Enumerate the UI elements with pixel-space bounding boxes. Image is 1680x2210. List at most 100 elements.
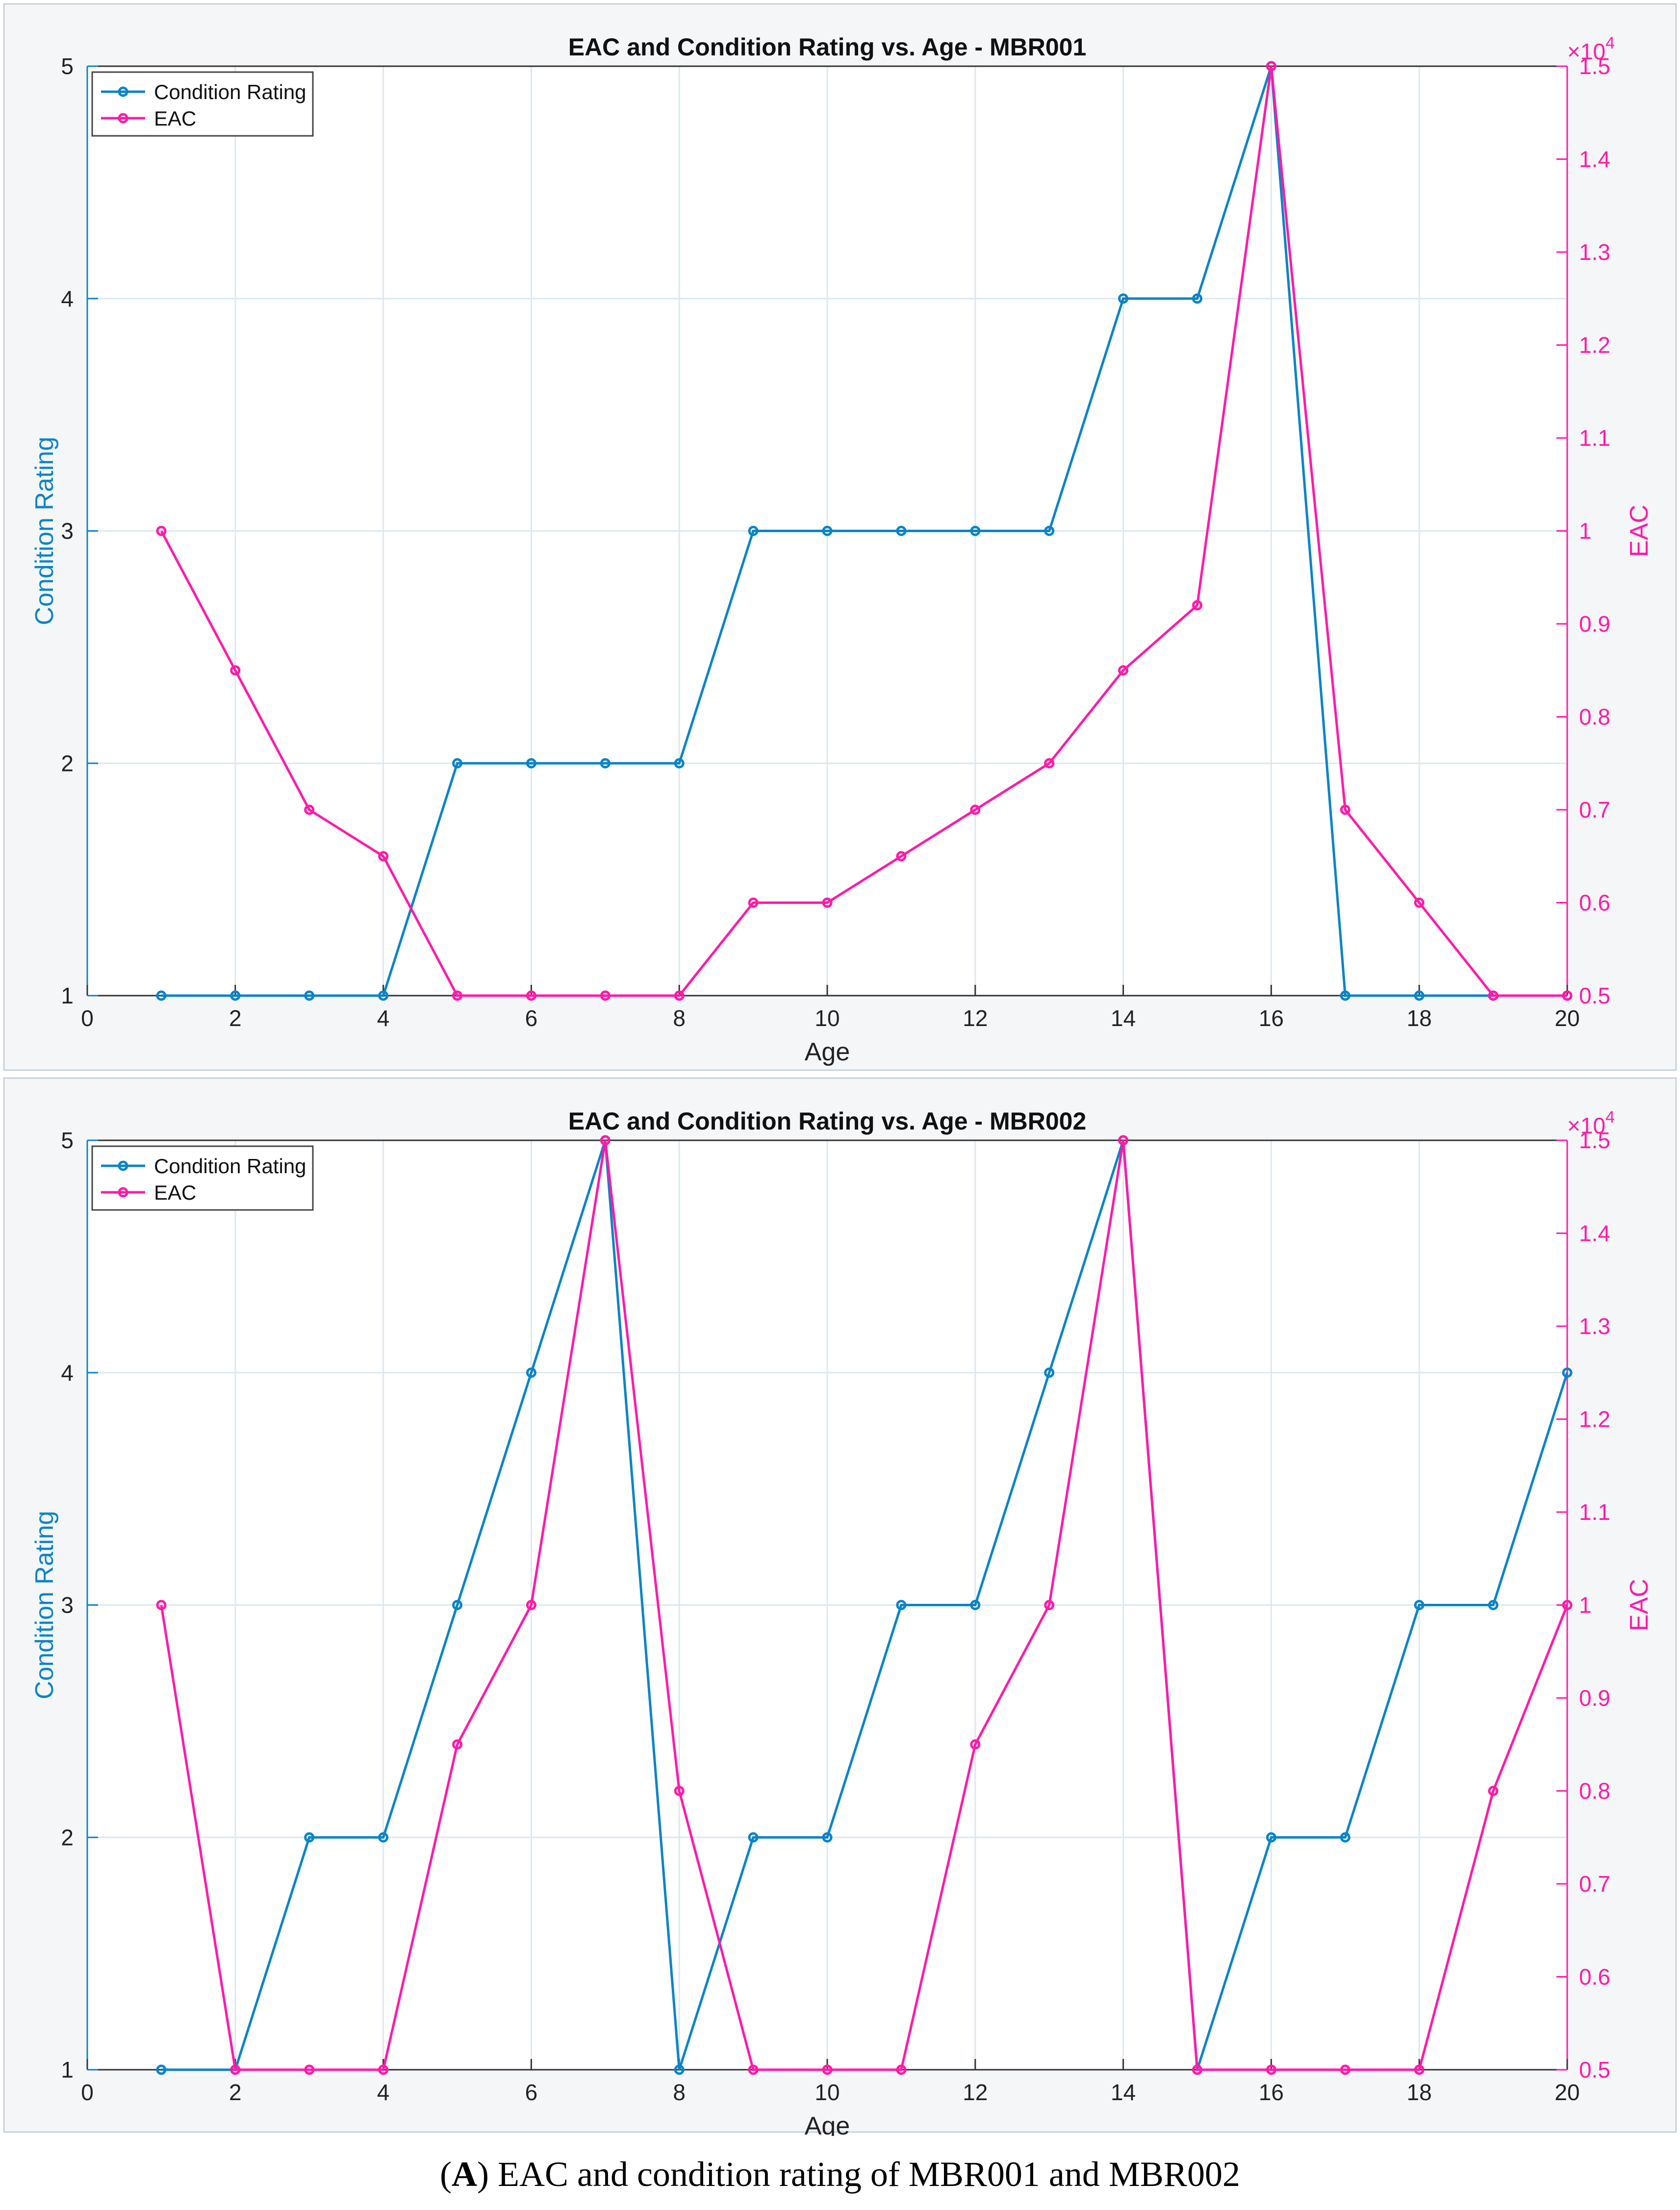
c0-y2-tick-label-1.4: 1.4 (1579, 147, 1610, 172)
c1-point-eac-14 (1118, 1135, 1129, 1146)
c1-x-tick-label-20: 20 (1554, 2080, 1579, 2105)
c1-y2-axis-label: EAC (1625, 1579, 1654, 1631)
c0-legend: Condition Rating EAC (91, 71, 314, 137)
c0-y-tick-label-4: 4 (61, 286, 74, 311)
c0-point-eac-17 (1340, 804, 1350, 815)
c0-y2-tick-label-1: 1 (1579, 518, 1592, 544)
chart-mbr001: 0 2 4 6 8 10 12 14 16 18 20 1 2 3 4 5 0.5 0.6 0.7 0.8 0.9 1 1.… (0, 0, 1680, 1074)
c1-point-condition-rating-3 (304, 1832, 315, 1843)
c1-point-eac-5 (452, 1739, 462, 1750)
c0-point-condition-rating-13 (1044, 526, 1055, 536)
c0-x-tick-label-4: 4 (377, 1005, 390, 1031)
c0-y-axis-label: Condition Rating (30, 437, 59, 625)
c1-y2-tick-label-0.8: 0.8 (1579, 1778, 1610, 1804)
c0-point-eac-18 (1414, 898, 1425, 908)
c0-point-condition-rating-1 (156, 990, 167, 1001)
c1-point-condition-rating-18 (1414, 1600, 1425, 1610)
c1-point-condition-rating-8 (674, 2064, 685, 2075)
c1-series-line-eac (160, 1140, 1569, 2071)
caption-letter: A (452, 2155, 478, 2194)
c0-point-eac-1 (156, 526, 167, 536)
c0-legend-label-condition-rating: Condition Rating (154, 80, 306, 103)
c0-y2-tick-label-0.6: 0.6 (1579, 890, 1610, 916)
c0-point-condition-rating-18 (1414, 990, 1425, 1001)
c0-point-eac-9 (748, 898, 759, 908)
c1-y2-tick-label-0.5: 0.5 (1579, 2057, 1610, 2082)
c1-x-tick-label-16: 16 (1259, 2080, 1284, 2105)
c0-chart-title: EAC and Condition Rating vs. Age - MBR00… (568, 33, 1087, 61)
c1-y2-exponent-power: 4 (1605, 1108, 1615, 1127)
c1-point-eac-7 (600, 1135, 611, 1146)
c1-y2-tick-label-1.4: 1.4 (1579, 1221, 1610, 1246)
c1-point-condition-rating-10 (822, 1832, 833, 1843)
c0-point-eac-13 (1044, 758, 1055, 769)
c1-series-line-condition-rating (161, 1140, 1569, 2071)
c1-legend-box (91, 1145, 314, 1211)
c0-point-eac-7 (600, 990, 611, 1001)
c0-point-eac-6 (526, 990, 536, 1001)
figure-caption: (A) EAC and condition rating of MBR001 a… (0, 2138, 1680, 2210)
c1-point-eac-13 (1044, 1600, 1055, 1610)
c0-y2-tick-label-1.2: 1.2 (1579, 333, 1610, 358)
chart-mbr001-svg: 0 2 4 6 8 10 12 14 16 18 20123450.50.60.70.80.911.… (3, 3, 1677, 1071)
c0-point-condition-rating-5 (452, 758, 462, 769)
c1-point-condition-rating-4 (378, 1832, 389, 1843)
c1-y2-tick-label-1.3: 1.3 (1579, 1313, 1610, 1339)
c0-y2-tick-label-1.1: 1.1 (1579, 425, 1610, 451)
c0-x-tick-label-8: 8 (673, 1005, 686, 1031)
c0-point-condition-rating-7 (600, 758, 611, 769)
c1-point-condition-rating-6 (526, 1367, 536, 1378)
c1-point-eac-1 (156, 1600, 167, 1610)
c1-point-eac-12 (970, 1739, 981, 1750)
c1-y2-tick-label-1.1: 1.1 (1579, 1499, 1610, 1525)
c1-point-eac-2 (230, 2064, 241, 2075)
c1-point-eac-15 (1192, 2064, 1202, 2075)
c1-legend-marker-condition-rating (118, 1160, 128, 1171)
c0-point-eac-16 (1266, 61, 1276, 72)
c0-point-condition-rating-17 (1340, 990, 1350, 1001)
c0-point-condition-rating-9 (748, 526, 759, 536)
c0-point-condition-rating-2 (230, 990, 241, 1001)
c0-point-eac-20 (1562, 990, 1573, 1001)
c0-point-eac-3 (304, 804, 315, 815)
c0-x-tick-label-10: 10 (815, 1005, 840, 1031)
c1-point-condition-rating-16 (1266, 1832, 1276, 1843)
c0-y2-tick-label-0.7: 0.7 (1579, 797, 1610, 822)
c0-x-tick-label-0: 0 (81, 1005, 94, 1031)
c0-y2-tick-label-0.9: 0.9 (1579, 611, 1610, 637)
c0-x-tick-label-20: 20 (1554, 1005, 1579, 1031)
c0-legend-marker-condition-rating (118, 86, 128, 97)
c1-y-tick-label-1: 1 (61, 2057, 74, 2082)
c1-x-tick-label-2: 2 (229, 2080, 242, 2105)
c0-x-tick-label-12: 12 (963, 1005, 988, 1031)
chart-mbr002-svg: 0 2 4 6 8 10 12 14 16 18 20123450.50.60.70.80.911.… (3, 1077, 1677, 2136)
c0-y2-tick-label-1.3: 1.3 (1579, 239, 1610, 265)
c1-x-tick-label-4: 4 (377, 2080, 390, 2105)
c0-y2-tick-label-1.5: 1.5 (1579, 53, 1610, 79)
chart-mbr002: 0 2 4 6 8 10 12 14 16 18 20 1 2 3 4 5 0.5 0.6 0.7 0.8 0.9 1 1.… (0, 1074, 1680, 2136)
c0-y2-tick-label-0.5: 0.5 (1579, 983, 1610, 1008)
c1-point-condition-rating-12 (970, 1600, 981, 1610)
c1-point-eac-10 (822, 2064, 833, 2075)
c0-point-condition-rating-11 (896, 526, 907, 536)
c1-x-tick-label-10: 10 (815, 2080, 840, 2105)
c1-x-tick-label-18: 18 (1407, 2080, 1432, 2105)
c1-chart-title: EAC and Condition Rating vs. Age - MBR00… (568, 1107, 1087, 1135)
c1-y2-tick-label-1.5: 1.5 (1579, 1128, 1610, 1153)
c0-point-condition-rating-8 (674, 758, 685, 769)
c0-series-line-condition-rating (161, 66, 1567, 997)
c0-legend-label-eac: EAC (154, 107, 196, 130)
c0-point-condition-rating-6 (526, 758, 536, 769)
c0-point-eac-10 (822, 898, 833, 908)
c0-x-tick-label-18: 18 (1407, 1005, 1432, 1031)
c0-x-tick-label-6: 6 (525, 1005, 538, 1031)
c1-point-condition-rating-19 (1488, 1600, 1499, 1610)
c0-point-condition-rating-12 (970, 526, 981, 536)
c1-point-condition-rating-11 (896, 1600, 907, 1610)
c0-x-tick-label-14: 14 (1111, 1005, 1136, 1031)
c1-y-tick-label-3: 3 (61, 1593, 74, 1618)
c0-point-eac-4 (378, 851, 389, 862)
c1-x-tick-label-6: 6 (525, 2080, 538, 2105)
c0-point-eac-12 (970, 804, 981, 815)
c1-y2-tick-label-0.6: 0.6 (1579, 1964, 1610, 1990)
